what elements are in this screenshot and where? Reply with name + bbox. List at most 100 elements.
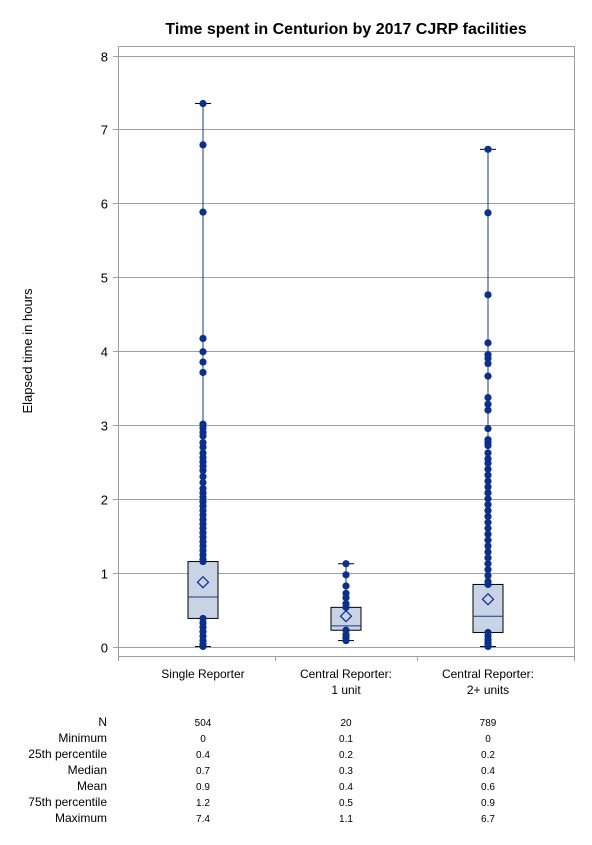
stat-row-label: Mean — [77, 779, 107, 793]
mean-marker — [196, 575, 210, 589]
outlier-point — [484, 354, 492, 362]
category-label: 2+ units — [467, 683, 509, 697]
stat-value: 0.6 — [481, 782, 495, 793]
outlier-point — [199, 432, 207, 440]
outlier-point — [484, 512, 492, 521]
outlier-point — [199, 348, 207, 356]
outlier-point — [484, 642, 492, 651]
outlier-point — [199, 478, 207, 487]
stat-value: 504 — [195, 718, 212, 729]
stat-value: 7.4 — [196, 814, 210, 825]
mean-marker — [339, 609, 353, 623]
stat-value: 1.1 — [339, 814, 353, 825]
outlier-point — [484, 145, 492, 153]
outlier-point — [484, 291, 492, 299]
iqr-box — [472, 583, 504, 633]
outlier-point — [484, 406, 492, 414]
outlier-point — [199, 557, 207, 566]
chart-title: Time spent in Centurion by 2017 CJRP fac… — [165, 21, 526, 38]
outlier-point — [199, 99, 207, 108]
outlier-point — [484, 542, 492, 550]
stat-row-label: Maximum — [55, 811, 107, 825]
outlier-point — [199, 334, 207, 343]
outlier-point — [342, 603, 350, 611]
outlier-point — [484, 424, 492, 433]
y-tick-label: 6 — [101, 197, 108, 212]
stat-value: 0.2 — [339, 750, 353, 761]
outlier-point — [342, 571, 350, 579]
box-group: Central Reporter: 1 unit — [300, 560, 392, 697]
category-label: Central Reporter: — [300, 667, 392, 681]
stat-row-label: 75th percentile — [28, 795, 107, 809]
category-label: 1 unit — [331, 683, 361, 697]
stat-row-label: N — [98, 715, 107, 729]
category-label: Central Reporter: — [442, 667, 534, 681]
stat-row-label: Median — [68, 763, 107, 777]
outlier-point — [484, 483, 492, 491]
stat-value: 0.4 — [339, 782, 353, 793]
category-label: Single Reporter — [161, 667, 244, 681]
y-tick-label: 4 — [101, 345, 108, 360]
y-tick-label: 1 — [101, 567, 108, 582]
stat-value: 0.9 — [196, 782, 210, 793]
stats-table: N 504 20 789 Minimum 0 0.1 0 25th percentile 0.4 0… — [28, 715, 497, 825]
stat-value: 0.4 — [481, 766, 495, 777]
outlier-point — [484, 400, 492, 408]
data-layer: Single Reporter Central Reporter:1 unitCe… — [161, 99, 534, 697]
stat-value: 0.3 — [339, 766, 353, 777]
outlier-point — [199, 141, 207, 149]
outlier-point — [484, 560, 492, 568]
outlier-point — [199, 443, 207, 451]
outlier-point — [199, 208, 207, 216]
outlier-point — [484, 501, 492, 509]
y-tick-label: 8 — [101, 50, 108, 65]
outlier-point — [484, 506, 492, 515]
box-group: Central Reporter: 2+ units — [442, 145, 534, 697]
y-tick-label: 5 — [101, 271, 108, 286]
mean-marker — [481, 592, 495, 606]
stat-value: 20 — [340, 718, 352, 729]
outlier-point — [199, 472, 207, 481]
outlier-point — [484, 441, 492, 450]
outlier-point — [484, 554, 492, 562]
y-axis-label: Elapsed time in hours — [20, 288, 35, 414]
outlier-point — [484, 465, 492, 473]
stat-value: 6.7 — [481, 814, 495, 825]
stat-value: 0.1 — [339, 734, 353, 745]
outlier-point — [484, 580, 492, 589]
stat-value: 0.4 — [196, 750, 210, 761]
stat-value: 0.2 — [481, 750, 495, 761]
outlier-point — [484, 530, 492, 538]
box-group: Single Reporter — [161, 99, 245, 681]
outlier-point — [484, 571, 492, 580]
outlier-point — [199, 467, 207, 475]
y-tick-label: 7 — [101, 123, 108, 138]
stat-row-label: Minimum — [58, 731, 107, 745]
outlier-point — [484, 471, 492, 479]
outlier-point — [484, 372, 492, 380]
outlier-point — [484, 566, 492, 574]
outlier-point — [484, 209, 492, 217]
outlier-point — [199, 358, 207, 366]
stat-value: 0 — [200, 734, 206, 745]
outlier-point — [484, 359, 492, 368]
outlier-point — [484, 449, 492, 457]
outlier-point — [484, 495, 492, 503]
stat-value: 789 — [480, 718, 497, 729]
stat-row-label: 25th percentile — [28, 747, 107, 761]
outlier-point — [484, 548, 492, 556]
grid-layer: 0 1 2 3 4 5 6 7 8 — [101, 46, 575, 661]
y-tick-label: 3 — [101, 419, 108, 434]
outlier-point — [199, 642, 207, 651]
outlier-point — [342, 594, 350, 602]
outlier-point — [484, 518, 492, 526]
outlier-point — [484, 339, 492, 347]
stat-value: 0 — [485, 734, 491, 745]
outlier-point — [484, 459, 492, 467]
outlier-point — [342, 560, 350, 568]
stat-value: 1.2 — [196, 798, 210, 809]
iqr-box — [187, 561, 219, 619]
stat-value: 0.9 — [481, 798, 495, 809]
y-tick-label: 0 — [101, 641, 108, 656]
